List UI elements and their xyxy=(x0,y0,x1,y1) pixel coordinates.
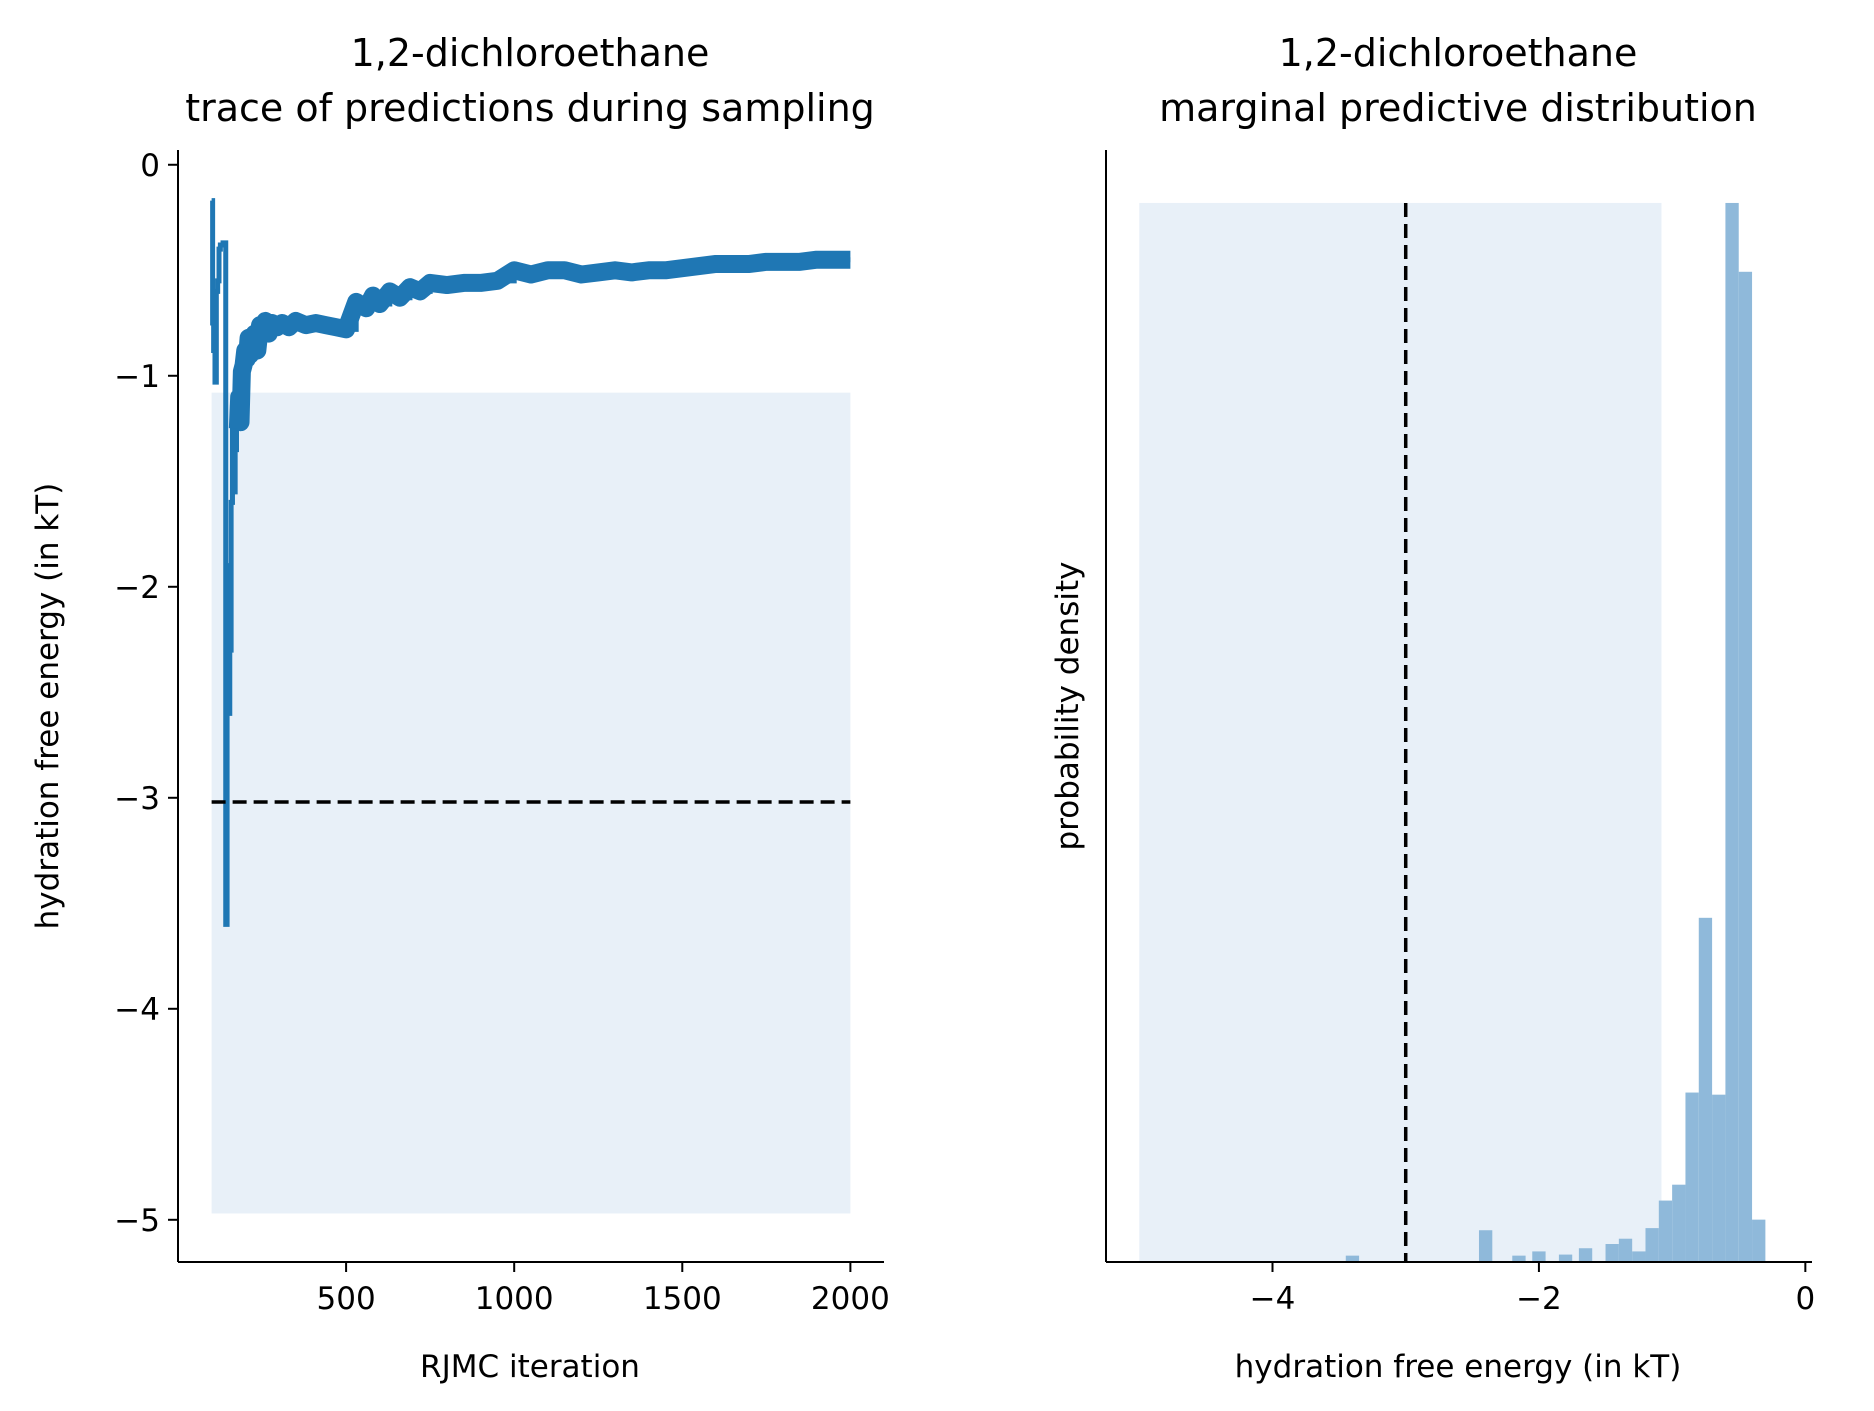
marginal-histogram xyxy=(1345,202,1766,1262)
trace-title-line1: 1,2-dichloroethane xyxy=(351,31,710,75)
histogram-bar xyxy=(1512,1255,1526,1262)
marginal-x-tick-label: −4 xyxy=(1250,1281,1296,1317)
trace-y-tick-label: −5 xyxy=(114,1203,160,1239)
marginal-x-axis-label: hydration free energy (in kT) xyxy=(1235,1349,1682,1385)
marginal-credible-band xyxy=(1139,202,1662,1262)
histogram-bar xyxy=(1478,1230,1493,1262)
histogram-bar xyxy=(1632,1251,1646,1262)
histogram-bar xyxy=(1645,1228,1659,1262)
histogram-bar xyxy=(1532,1251,1546,1262)
marginal-x-ticks: −4 −2 0 xyxy=(1250,1262,1815,1317)
trace-x-tick-label: 500 xyxy=(317,1281,376,1317)
histogram-bar xyxy=(1752,1219,1766,1262)
histogram-bar xyxy=(1672,1184,1686,1262)
histogram-bar xyxy=(1685,1092,1699,1262)
trace-y-ticks: 0 −1 −2 −3 −4 −5 xyxy=(114,148,178,1239)
trace-y-tick-label: −1 xyxy=(114,359,160,395)
trace-y-tick-label: −3 xyxy=(114,781,160,817)
trace-series xyxy=(210,198,851,927)
trace-x-ticks: 500 1000 1500 2000 xyxy=(317,1262,890,1317)
trace-x-tick-label: 2000 xyxy=(811,1281,890,1317)
marginal-x-tick-label: −2 xyxy=(1516,1281,1562,1317)
histogram-bar xyxy=(1658,1200,1673,1262)
trace-y-tick-label: −4 xyxy=(114,992,160,1028)
histogram-bar xyxy=(1618,1238,1633,1262)
histogram-bar xyxy=(1345,1255,1360,1262)
histogram-bar xyxy=(1725,202,1739,1262)
marginal-title-line2: marginal predictive distribution xyxy=(1159,86,1757,130)
trace-x-tick-label: 1000 xyxy=(475,1281,554,1317)
trace-title-line2: trace of predictions during sampling xyxy=(185,86,875,130)
trace-y-tick-label: −2 xyxy=(114,570,160,606)
marginal-x-tick-label: 0 xyxy=(1795,1281,1815,1317)
trace-x-tick-label: 1500 xyxy=(643,1281,722,1317)
marginal-y-axis-label: probability density xyxy=(1050,562,1086,851)
marginal-title-line1: 1,2-dichloroethane xyxy=(1279,31,1638,75)
histogram-bar xyxy=(1558,1254,1573,1262)
marginal-panel: 1,2-dichloroethane marginal predictive d… xyxy=(1050,31,1815,1385)
histogram-bar xyxy=(1578,1248,1593,1262)
trace-panel: 1,2-dichloroethane trace of predictions … xyxy=(30,31,890,1385)
histogram-bar xyxy=(1738,271,1753,1262)
histogram-bar xyxy=(1605,1243,1619,1262)
trace-y-tick-label: 0 xyxy=(140,148,160,184)
trace-x-axis-label: RJMC iteration xyxy=(420,1349,640,1385)
trace-y-axis-label: hydration free energy (in kT) xyxy=(30,483,66,930)
histogram-bar xyxy=(1712,1094,1726,1262)
histogram-bar xyxy=(1698,917,1713,1262)
trace-line-dense xyxy=(228,250,851,432)
